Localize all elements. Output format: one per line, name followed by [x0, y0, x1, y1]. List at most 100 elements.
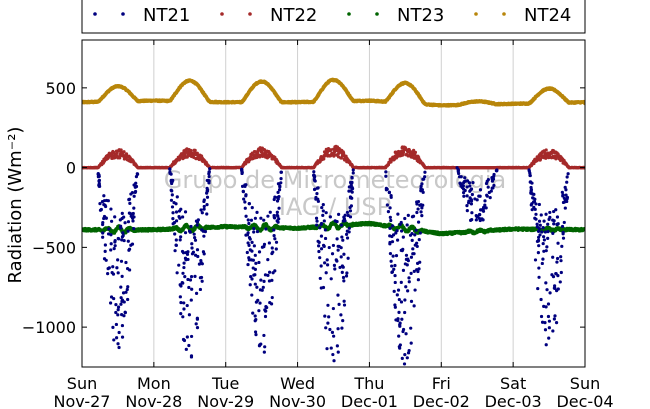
series-nt21-point — [325, 263, 330, 267]
series-nt21-point — [491, 177, 496, 181]
series-nt21-point — [389, 195, 393, 199]
series-nt21-point — [187, 313, 192, 317]
series-nt21-point — [388, 206, 392, 210]
series-nt21-point — [342, 299, 346, 303]
series-nt21-point — [253, 253, 257, 257]
series-nt21-point — [403, 310, 407, 315]
series-nt21-point — [319, 264, 323, 268]
series-nt21-point — [124, 260, 128, 265]
series-nt21-point — [332, 263, 337, 267]
series-nt21-point — [331, 352, 335, 357]
series-nt21-point — [116, 313, 120, 317]
series-nt21-point — [111, 265, 115, 269]
series-nt21-point — [393, 280, 397, 285]
series-nt21-point — [412, 304, 416, 308]
series-nt21-point — [406, 213, 410, 217]
series-nt21-point — [195, 248, 200, 252]
series-nt21-point — [182, 261, 186, 265]
series-nt21-point — [199, 208, 203, 212]
series-nt21-point — [182, 338, 187, 343]
series-nt21-point — [247, 202, 251, 206]
series-nt21-point — [419, 210, 423, 214]
series-nt21-point — [317, 249, 321, 254]
series-nt21-point — [417, 238, 421, 242]
series-nt21-point — [193, 274, 197, 278]
series-nt21-point — [102, 257, 107, 261]
series-nt21-point — [397, 297, 401, 302]
series-nt21-point — [468, 184, 472, 188]
series-nt21-point — [312, 170, 316, 174]
series-nt21-point — [189, 275, 194, 279]
series-nt21-point — [319, 247, 324, 251]
series-nt21-point — [414, 228, 418, 232]
series-nt21-point — [120, 238, 124, 242]
series-nt21-point — [97, 181, 101, 186]
series-nt21-point — [348, 209, 353, 213]
series-nt21-point — [411, 214, 416, 218]
series-nt21-point — [403, 298, 407, 302]
series-nt21-point — [109, 233, 113, 237]
series-nt21-point — [336, 293, 340, 297]
series-nt21-point — [205, 195, 210, 199]
series-nt21-point — [101, 220, 105, 225]
series-nt21-point — [184, 347, 188, 351]
series-nt21-point — [109, 207, 113, 211]
series-nt21-point — [273, 237, 277, 241]
series-nt21-point — [478, 188, 483, 192]
series-nt21-point — [131, 211, 135, 216]
series-nt21-point — [324, 211, 328, 215]
series-nt21-point — [182, 265, 186, 270]
series-nt21-point — [392, 289, 396, 293]
series-nt21-point — [346, 256, 350, 260]
series-nt21-point — [126, 285, 130, 289]
series-nt21-point — [122, 215, 126, 219]
series-nt21-point — [200, 262, 204, 266]
series-nt21-point — [391, 254, 395, 258]
series-nt21-point — [407, 276, 411, 280]
series-nt21-point — [279, 170, 284, 174]
series-nt21-point — [135, 172, 140, 176]
series-nt21-point — [339, 313, 343, 317]
series-nt21-point — [395, 293, 399, 297]
series-nt21-point — [199, 258, 203, 263]
series-nt21-point — [344, 274, 349, 278]
series-nt21-point — [119, 285, 123, 289]
series-nt21-point — [172, 200, 176, 205]
series-nt21-point — [256, 298, 260, 303]
series-nt21-point — [101, 235, 105, 239]
series-nt21-point — [129, 214, 133, 218]
series-nt21-point — [462, 181, 466, 185]
series-nt21-point — [112, 296, 116, 301]
series-nt21-point — [488, 195, 492, 200]
series-nt21-point — [335, 219, 339, 224]
series-nt21-point — [399, 300, 404, 304]
series-nt21-point — [274, 247, 278, 251]
series-nt21-point — [183, 210, 188, 214]
series-nt21-point — [243, 206, 247, 210]
series-nt21-point — [409, 271, 413, 275]
series-nt21-point — [398, 222, 402, 226]
series-nt21-point — [240, 171, 244, 176]
series-nt21-point — [102, 194, 106, 198]
series-nt21-point — [404, 257, 409, 261]
series-nt21-point — [395, 238, 400, 242]
series-nt21-point — [268, 300, 272, 305]
series-nt21-point — [266, 258, 270, 262]
series-nt21-point — [402, 362, 407, 366]
series-nt21-point — [193, 238, 198, 242]
series-nt21-point — [405, 223, 409, 227]
series-nt21-point — [268, 210, 272, 214]
series-nt21-point — [261, 285, 265, 289]
series-nt21-point — [175, 195, 179, 199]
series-nt21-point — [398, 324, 402, 328]
series-nt21-point — [255, 285, 259, 289]
series-nt21-point — [390, 240, 395, 244]
series-nt21-point — [400, 317, 404, 321]
series-nt21-point — [121, 233, 125, 238]
series-nt21-point — [323, 314, 327, 318]
series-nt21-point — [266, 214, 270, 218]
series-nt21-point — [117, 330, 121, 335]
series-nt21-point — [276, 220, 280, 224]
series-nt21-point — [413, 288, 417, 292]
series-nt21-point — [483, 199, 487, 203]
